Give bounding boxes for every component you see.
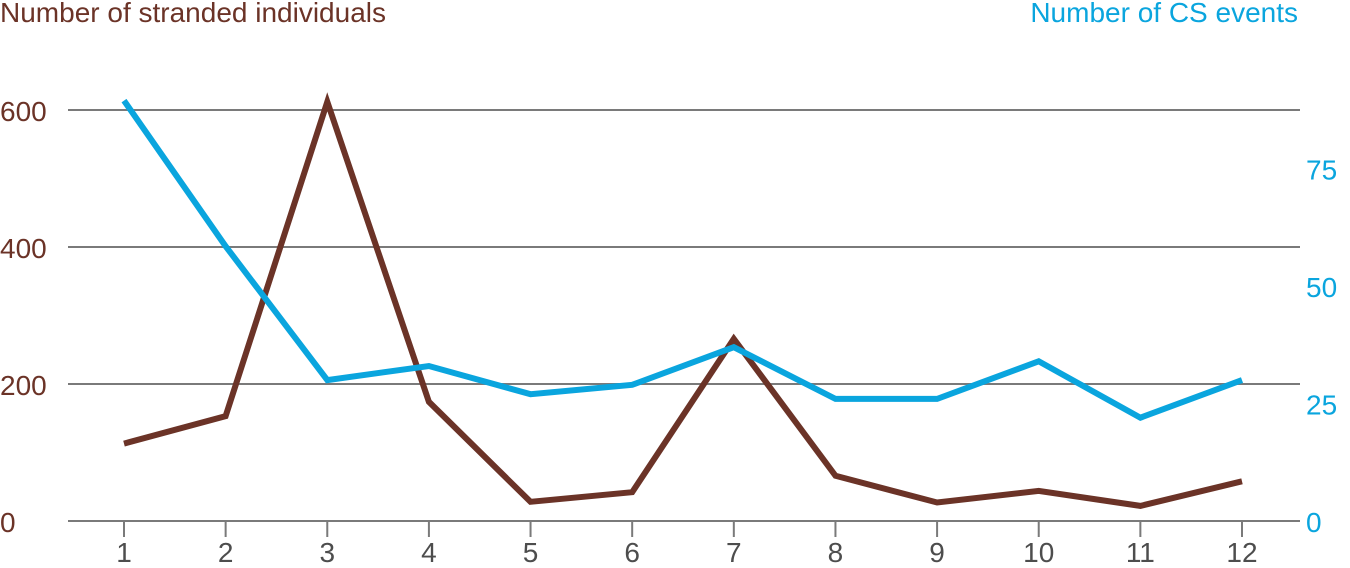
x-tick-label-1: 1 — [116, 537, 132, 563]
x-tick-label-11: 11 — [1126, 537, 1155, 563]
left-y-tick-label-0: 0 — [0, 507, 16, 538]
right-y-tick-label-0: 0 — [1306, 507, 1322, 538]
stranded-individuals-line — [123, 92, 1243, 509]
cs-events-line — [121, 98, 1244, 421]
left-y-tick-label-200: 200 — [0, 370, 47, 401]
left-axis-title: Number of stranded individuals — [0, 0, 386, 28]
x-tick-label-9: 9 — [929, 537, 945, 563]
x-tick-label-8: 8 — [828, 537, 844, 563]
x-tick-label-6: 6 — [624, 537, 640, 563]
right-y-tick-label-50: 50 — [1306, 272, 1337, 303]
left-y-tick-label-600: 600 — [0, 96, 47, 127]
x-tick-label-2: 2 — [218, 537, 234, 563]
grid-lines — [68, 109, 1300, 385]
right-y-tick-label-75: 75 — [1306, 155, 1337, 186]
right-axis-title: Number of CS events — [1030, 0, 1298, 28]
x-tick-label-5: 5 — [523, 537, 539, 563]
right-y-tick-label-25: 25 — [1306, 390, 1337, 421]
x-tick-label-12: 12 — [1226, 537, 1257, 563]
x-tick-label-7: 7 — [726, 537, 742, 563]
series-lines — [121, 92, 1244, 509]
left-y-tick-label-400: 400 — [0, 233, 47, 264]
x-tick-label-4: 4 — [421, 537, 437, 563]
x-tick-label-10: 10 — [1023, 537, 1054, 563]
axis-labels: Number of stranded individuals Number of… — [0, 0, 1298, 28]
x-tick-label-3: 3 — [319, 537, 335, 563]
